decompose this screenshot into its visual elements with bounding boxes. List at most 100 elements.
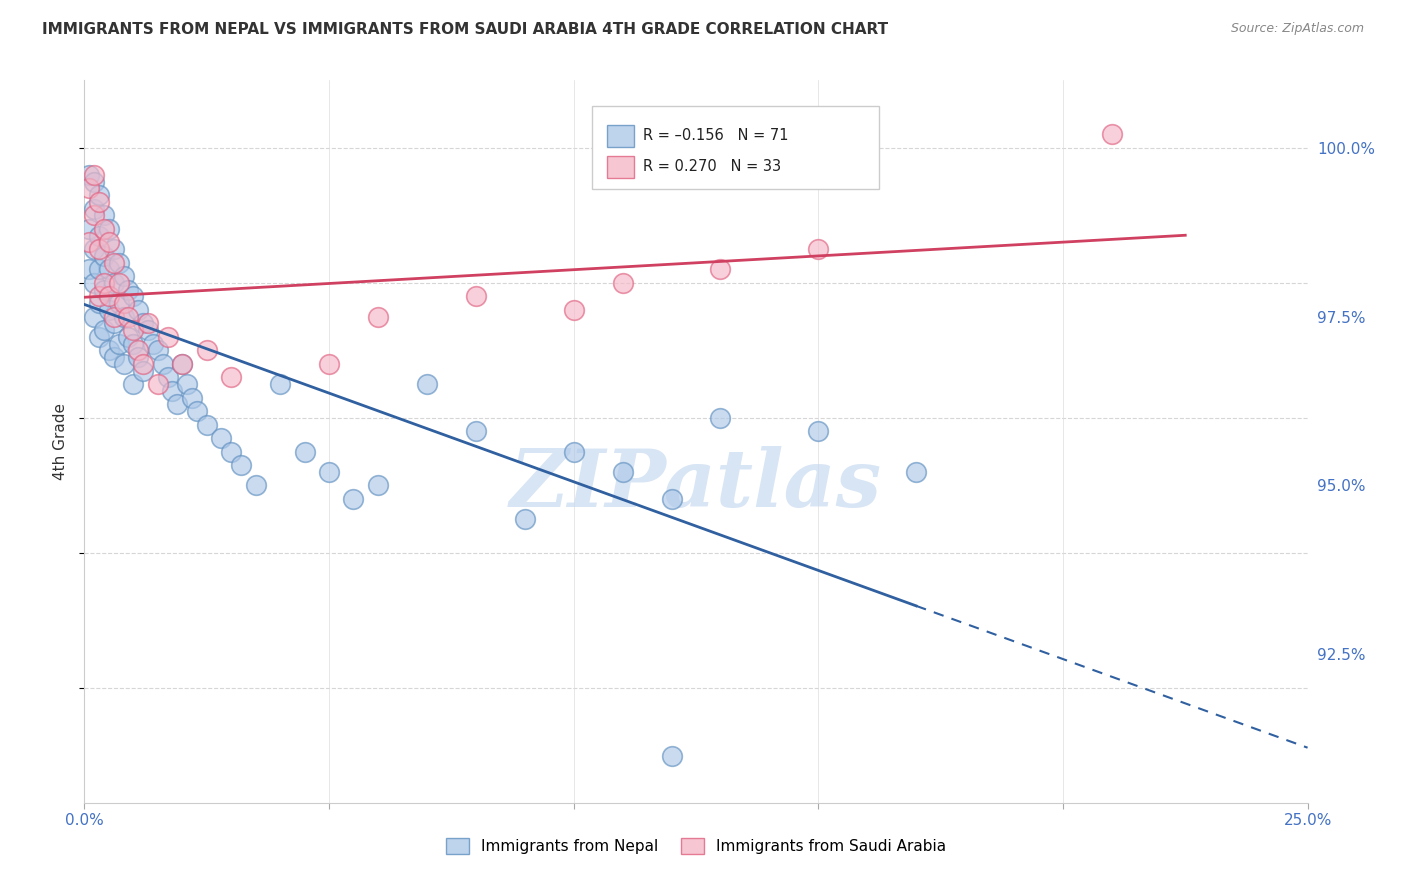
- Point: [117, 330, 139, 344]
- Point: [107, 276, 129, 290]
- Point: [83, 276, 105, 290]
- Point: [107, 296, 129, 310]
- Point: [103, 242, 125, 256]
- Point: [132, 317, 155, 331]
- Point: [87, 262, 110, 277]
- Point: [152, 357, 174, 371]
- Point: [112, 310, 135, 324]
- Point: [132, 364, 155, 378]
- Point: [93, 283, 115, 297]
- Point: [97, 262, 120, 277]
- Point: [112, 357, 135, 371]
- Point: [156, 330, 179, 344]
- Point: [122, 323, 145, 337]
- Point: [142, 336, 165, 351]
- Point: [87, 228, 110, 243]
- Text: Source: ZipAtlas.com: Source: ZipAtlas.com: [1230, 22, 1364, 36]
- Point: [195, 343, 218, 358]
- Point: [367, 478, 389, 492]
- Point: [122, 289, 145, 303]
- Point: [219, 444, 242, 458]
- Point: [112, 269, 135, 284]
- Point: [562, 444, 585, 458]
- Point: [83, 208, 105, 222]
- Text: R = 0.270   N = 33: R = 0.270 N = 33: [644, 160, 782, 175]
- Point: [562, 302, 585, 317]
- Point: [513, 512, 536, 526]
- Point: [93, 222, 115, 236]
- Point: [122, 377, 145, 392]
- Point: [172, 357, 194, 371]
- Point: [342, 491, 364, 506]
- Point: [186, 404, 208, 418]
- Point: [146, 377, 169, 392]
- Legend: Immigrants from Nepal, Immigrants from Saudi Arabia: Immigrants from Nepal, Immigrants from S…: [440, 832, 952, 860]
- Point: [132, 357, 155, 371]
- Point: [107, 336, 129, 351]
- Text: R = –0.156   N = 71: R = –0.156 N = 71: [644, 128, 789, 144]
- Point: [416, 377, 439, 392]
- Point: [709, 411, 731, 425]
- Point: [612, 465, 634, 479]
- Point: [122, 336, 145, 351]
- Point: [156, 370, 179, 384]
- Point: [83, 175, 105, 189]
- Point: [146, 343, 169, 358]
- Point: [318, 357, 340, 371]
- Y-axis label: 4th Grade: 4th Grade: [53, 403, 69, 480]
- Point: [107, 255, 129, 269]
- Point: [464, 289, 486, 303]
- Point: [127, 302, 149, 317]
- Point: [103, 317, 125, 331]
- Point: [93, 323, 115, 337]
- Point: [807, 242, 830, 256]
- Point: [77, 168, 100, 182]
- Text: ZIPatlas: ZIPatlas: [510, 446, 882, 524]
- Point: [709, 262, 731, 277]
- Point: [294, 444, 316, 458]
- Point: [93, 276, 115, 290]
- Point: [117, 310, 139, 324]
- Point: [87, 242, 110, 256]
- Point: [162, 384, 184, 398]
- Point: [93, 249, 115, 263]
- Point: [87, 188, 110, 202]
- Point: [97, 235, 120, 250]
- Point: [103, 255, 125, 269]
- Point: [103, 350, 125, 364]
- Point: [83, 202, 105, 216]
- Point: [97, 222, 120, 236]
- Point: [661, 491, 683, 506]
- Point: [1101, 128, 1123, 142]
- Bar: [606, 125, 634, 147]
- Bar: [606, 156, 634, 178]
- Point: [87, 296, 110, 310]
- Point: [269, 377, 291, 392]
- Point: [661, 748, 683, 763]
- Point: [905, 465, 928, 479]
- Point: [127, 350, 149, 364]
- Point: [83, 168, 105, 182]
- Point: [612, 276, 634, 290]
- Point: [209, 431, 232, 445]
- Point: [318, 465, 340, 479]
- Point: [103, 310, 125, 324]
- Point: [807, 425, 830, 439]
- Point: [219, 370, 242, 384]
- Point: [112, 296, 135, 310]
- Point: [87, 289, 110, 303]
- Point: [87, 194, 110, 209]
- Text: IMMIGRANTS FROM NEPAL VS IMMIGRANTS FROM SAUDI ARABIA 4TH GRADE CORRELATION CHAR: IMMIGRANTS FROM NEPAL VS IMMIGRANTS FROM…: [42, 22, 889, 37]
- Point: [103, 276, 125, 290]
- Point: [245, 478, 267, 492]
- Point: [77, 262, 100, 277]
- Point: [172, 357, 194, 371]
- Point: [464, 425, 486, 439]
- Point: [97, 289, 120, 303]
- Point: [77, 181, 100, 195]
- Point: [97, 302, 120, 317]
- Point: [229, 458, 252, 472]
- Point: [77, 235, 100, 250]
- Point: [127, 343, 149, 358]
- Point: [87, 330, 110, 344]
